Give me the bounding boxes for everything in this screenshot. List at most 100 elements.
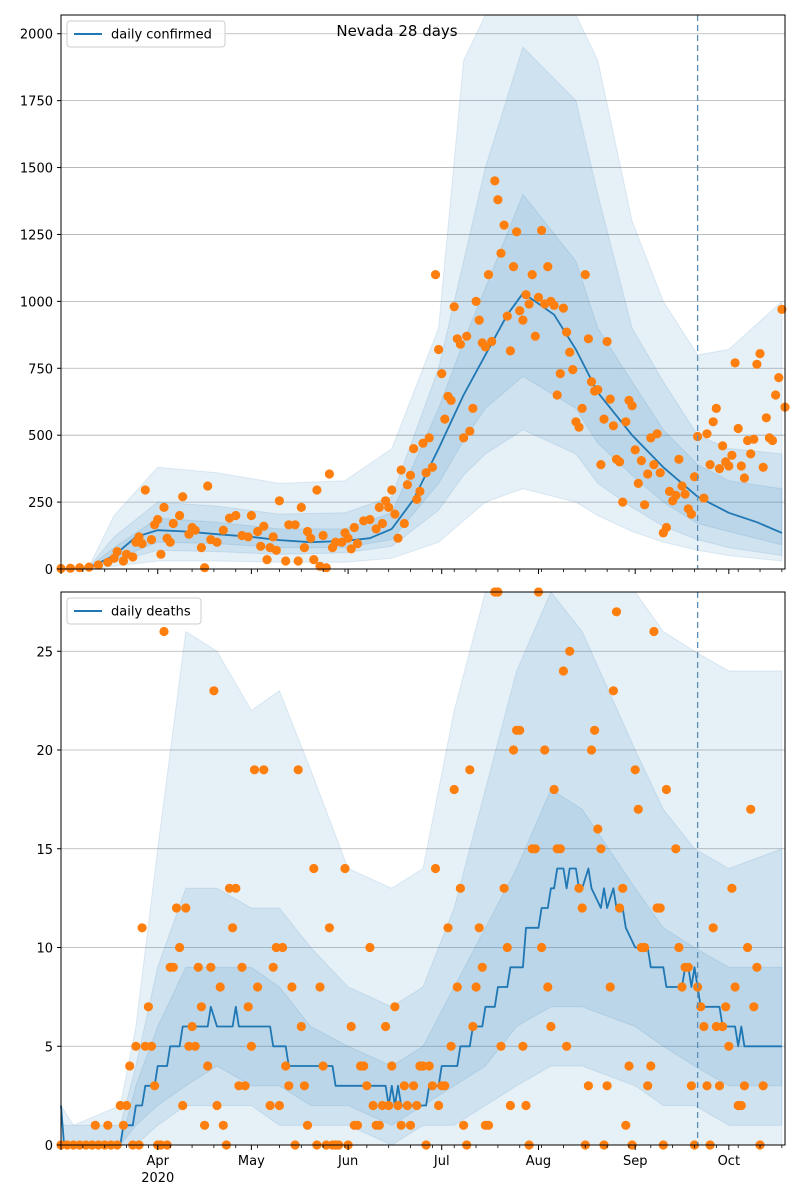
observed-point: [200, 563, 210, 573]
observed-point: [771, 390, 781, 400]
observed-point: [508, 745, 519, 755]
observed-point: [296, 1021, 306, 1032]
observed-point: [749, 434, 759, 444]
observed-point: [462, 331, 472, 341]
observed-point: [749, 1002, 759, 1012]
observed-point: [677, 982, 687, 992]
observed-point: [268, 532, 278, 542]
observed-point: [621, 417, 631, 427]
observed-point: [415, 486, 425, 496]
observed-point: [574, 422, 584, 432]
observed-point: [268, 962, 278, 972]
observed-point: [65, 563, 75, 573]
observed-point: [215, 982, 225, 992]
observed-point: [324, 923, 334, 933]
observed-point: [281, 556, 291, 566]
observed-point: [437, 369, 447, 379]
observed-point: [112, 547, 122, 557]
observed-point: [318, 1061, 328, 1071]
y-tick-label: 0: [45, 1139, 53, 1154]
observed-point: [605, 982, 615, 992]
observed-point: [206, 962, 216, 972]
observed-point: [359, 1061, 369, 1071]
band-middle: [60, 591, 783, 1146]
observed-point: [118, 1120, 128, 1130]
observed-point: [721, 1002, 731, 1012]
observed-point: [446, 395, 456, 405]
observed-point: [365, 942, 375, 953]
axes-frame: [60, 591, 786, 1146]
observed-point: [608, 686, 619, 696]
observed-point: [671, 490, 681, 500]
observed-point: [246, 510, 256, 521]
observed-point: [733, 423, 743, 434]
observed-point: [611, 607, 622, 617]
observed-point: [137, 923, 147, 933]
observed-point: [736, 1100, 746, 1111]
band-inner: [61, 788, 783, 1146]
observed-point: [680, 489, 690, 499]
observed-point: [455, 339, 465, 349]
observed-point: [618, 883, 628, 893]
observed-point: [284, 1081, 294, 1091]
observed-point: [543, 982, 553, 992]
observed-point: [752, 962, 762, 972]
observed-point: [128, 552, 138, 562]
observed-point: [640, 942, 650, 953]
observed-point: [655, 468, 665, 478]
observed-point: [346, 544, 356, 554]
observed-point: [490, 176, 500, 186]
observed-point: [131, 1041, 141, 1051]
observed-point: [153, 514, 163, 525]
observed-point: [724, 1041, 734, 1051]
legend-label: daily confirmed: [111, 28, 212, 43]
observed-point: [727, 883, 737, 893]
observed-point: [652, 429, 662, 439]
observed-point: [739, 473, 750, 483]
observed-point: [212, 1100, 222, 1111]
observed-point: [178, 1100, 188, 1111]
observed-point: [271, 545, 281, 555]
observed-point: [565, 347, 575, 357]
observed-point: [290, 520, 300, 530]
x-tick-label: Jun: [337, 1154, 358, 1169]
observed-point: [171, 903, 182, 913]
observed-point: [471, 982, 481, 992]
observed-point: [299, 1081, 309, 1091]
observed-point: [487, 336, 497, 347]
observed-point: [711, 1021, 721, 1032]
observed-point: [702, 429, 712, 439]
observed-point: [293, 765, 303, 775]
observed-point: [421, 468, 431, 478]
observed-point: [84, 562, 94, 572]
deaths-panel: 0 5 10 15 20 25 Apr 2020 May Jun Jul Aug Sep Oct dai…: [36, 587, 786, 1186]
observed-point: [284, 520, 294, 530]
observed-point: [190, 525, 200, 535]
observed-point: [218, 1120, 228, 1130]
observed-point: [434, 1100, 444, 1111]
observed-point: [393, 1100, 403, 1111]
observed-point: [200, 1120, 210, 1130]
observed-point: [674, 942, 684, 953]
observed-point: [518, 1041, 528, 1051]
observed-point: [459, 1120, 469, 1130]
x-tick-label: Jul: [433, 1154, 450, 1169]
observed-point: [312, 485, 322, 495]
observed-point: [649, 626, 659, 637]
observed-point: [240, 1081, 250, 1091]
observed-point: [755, 349, 765, 359]
observed-point: [661, 522, 672, 533]
observed-point: [758, 462, 768, 472]
observed-point: [159, 626, 169, 637]
observed-point: [237, 962, 247, 972]
observed-point: [686, 509, 697, 519]
observed-point: [209, 686, 219, 696]
observed-point: [309, 863, 319, 874]
observed-point: [661, 784, 672, 795]
observed-point: [249, 765, 260, 775]
observed-point: [196, 543, 206, 553]
observed-point: [306, 533, 316, 543]
observed-point: [730, 358, 740, 368]
observed-point: [175, 510, 185, 521]
observed-point: [555, 844, 565, 854]
